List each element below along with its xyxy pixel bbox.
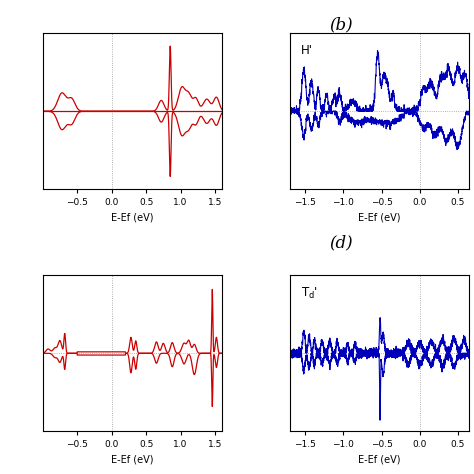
X-axis label: E-Ef (eV): E-Ef (eV) bbox=[111, 213, 154, 223]
Text: H': H' bbox=[301, 44, 313, 57]
Text: (b): (b) bbox=[329, 17, 353, 34]
X-axis label: E-Ef (eV): E-Ef (eV) bbox=[358, 213, 401, 223]
X-axis label: E-Ef (eV): E-Ef (eV) bbox=[111, 455, 154, 465]
X-axis label: E-Ef (eV): E-Ef (eV) bbox=[358, 455, 401, 465]
Text: (d): (d) bbox=[329, 235, 353, 252]
Text: T$_\mathregular{d}$': T$_\mathregular{d}$' bbox=[301, 286, 318, 301]
